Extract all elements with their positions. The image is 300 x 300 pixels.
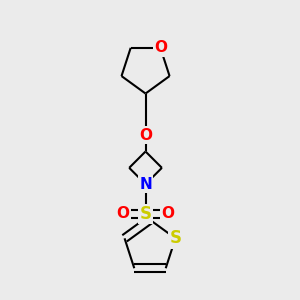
Text: O: O — [117, 206, 130, 221]
Text: O: O — [154, 40, 167, 55]
Text: O: O — [161, 206, 174, 221]
Text: S: S — [169, 229, 181, 247]
Text: O: O — [139, 128, 152, 142]
Text: N: N — [139, 177, 152, 192]
Text: S: S — [140, 205, 152, 223]
